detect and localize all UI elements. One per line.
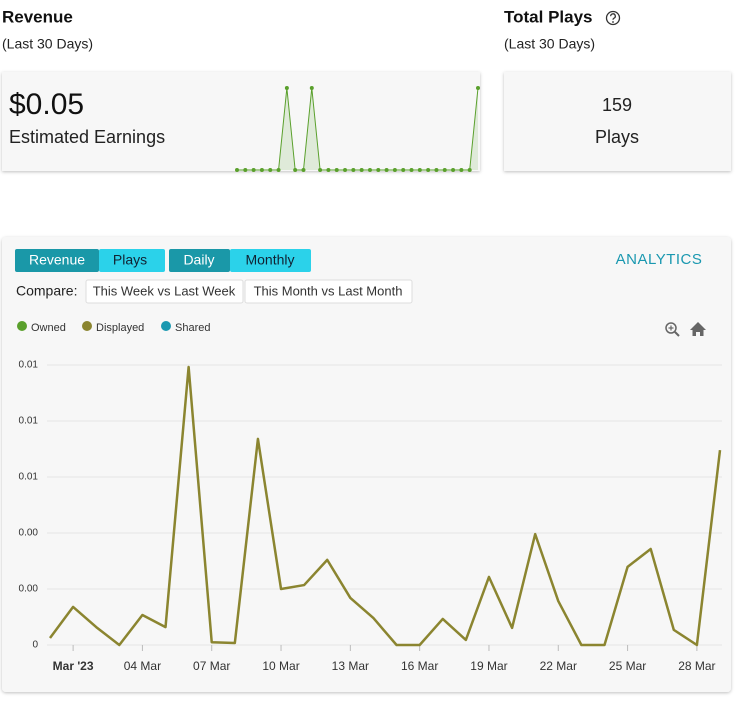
- home-icon[interactable]: [690, 322, 706, 336]
- plays-value: 159: [602, 95, 632, 115]
- tab-label: Plays: [113, 252, 147, 268]
- point: [284, 86, 289, 90]
- x-tick-label: 04 Mar: [124, 659, 161, 673]
- sparkline: [235, 86, 480, 172]
- point: [384, 168, 389, 172]
- point: [434, 168, 439, 172]
- point: [301, 168, 306, 172]
- legend-swatch: [17, 321, 27, 331]
- point: [343, 168, 348, 172]
- area: [237, 88, 478, 170]
- plays-subtitle: (Last 30 Days): [504, 36, 595, 52]
- point: [235, 168, 239, 172]
- tab-revenue[interactable]: [15, 249, 99, 272]
- revenue-label: Estimated Earnings: [9, 127, 165, 147]
- chart-card: [2, 237, 731, 692]
- point: [467, 168, 472, 172]
- help-icon[interactable]: [605, 10, 621, 26]
- point: [276, 168, 281, 172]
- x-tick-label: 07 Mar: [193, 659, 230, 673]
- point: [409, 168, 414, 172]
- tab-monthly[interactable]: [230, 249, 311, 272]
- point: [268, 168, 273, 172]
- legend-label: Shared: [175, 322, 210, 334]
- point: [476, 86, 480, 90]
- point: [359, 168, 364, 172]
- point: [259, 168, 264, 172]
- x-tick-label: 13 Mar: [332, 659, 369, 673]
- point: [376, 168, 381, 172]
- x-tick-label: 25 Mar: [609, 659, 646, 673]
- analytics-link[interactable]: ANALYTICS: [616, 251, 703, 268]
- tab-label: Monthly: [245, 252, 294, 268]
- plot: 0 0.00 0.00 0.01 0.01 0.01 Mar '23 04 Mar 07 Mar…: [17, 321, 722, 673]
- tab-daily[interactable]: [169, 249, 230, 272]
- x-tick-label: Mar '23: [53, 659, 94, 673]
- y-tick-label: 0.00: [19, 584, 39, 595]
- point: [392, 168, 397, 172]
- point: [251, 168, 256, 172]
- point: [417, 168, 422, 172]
- line: [48, 365, 722, 647]
- y-tick-label: 0.00: [19, 528, 39, 539]
- tab-plays[interactable]: [99, 249, 165, 272]
- plays-label: Plays: [595, 127, 639, 147]
- y-tick-label: 0.01: [19, 416, 39, 427]
- point: [351, 168, 356, 172]
- revenue-card: [2, 72, 480, 171]
- point: [442, 168, 447, 172]
- y-tick-label: 0: [32, 640, 38, 651]
- compare-option: This Month vs Last Month: [254, 283, 403, 298]
- compare-button[interactable]: [244, 279, 413, 304]
- point: [243, 168, 248, 172]
- x-tick-label: 22 Mar: [540, 659, 577, 673]
- point: [293, 168, 298, 172]
- tab-label: Revenue: [29, 252, 85, 268]
- legend-label: Owned: [31, 322, 66, 334]
- point: [401, 168, 406, 172]
- zoom-icon[interactable]: [665, 322, 680, 337]
- point: [334, 168, 339, 172]
- compare-button[interactable]: [85, 279, 244, 304]
- legend-swatch: [82, 321, 92, 331]
- point: [459, 168, 464, 172]
- x-tick-label: 19 Mar: [470, 659, 507, 673]
- y-tick-label: 0.01: [19, 472, 39, 483]
- point: [326, 168, 331, 172]
- point: [367, 168, 372, 172]
- plays-title: Total Plays: [504, 7, 593, 26]
- x-tick-label: 16 Mar: [401, 659, 438, 673]
- legend-swatch: [161, 321, 171, 331]
- x-tick-label: 28 Mar: [678, 659, 715, 673]
- revenue-amount: $0.05: [9, 88, 84, 121]
- tab-label: Daily: [183, 252, 214, 268]
- point: [451, 168, 456, 172]
- y-tick-label: 0.01: [19, 360, 39, 371]
- compare-option: This Week vs Last Week: [93, 283, 236, 298]
- compare-label: Compare:: [16, 283, 77, 299]
- plays-card: [504, 72, 731, 171]
- point: [318, 168, 323, 172]
- revenue-subtitle: (Last 30 Days): [2, 36, 93, 52]
- legend-label: Displayed: [96, 322, 144, 334]
- point: [426, 168, 431, 172]
- point: [309, 86, 314, 90]
- revenue-title: Revenue: [2, 7, 73, 26]
- x-tick-label: 10 Mar: [262, 659, 299, 673]
